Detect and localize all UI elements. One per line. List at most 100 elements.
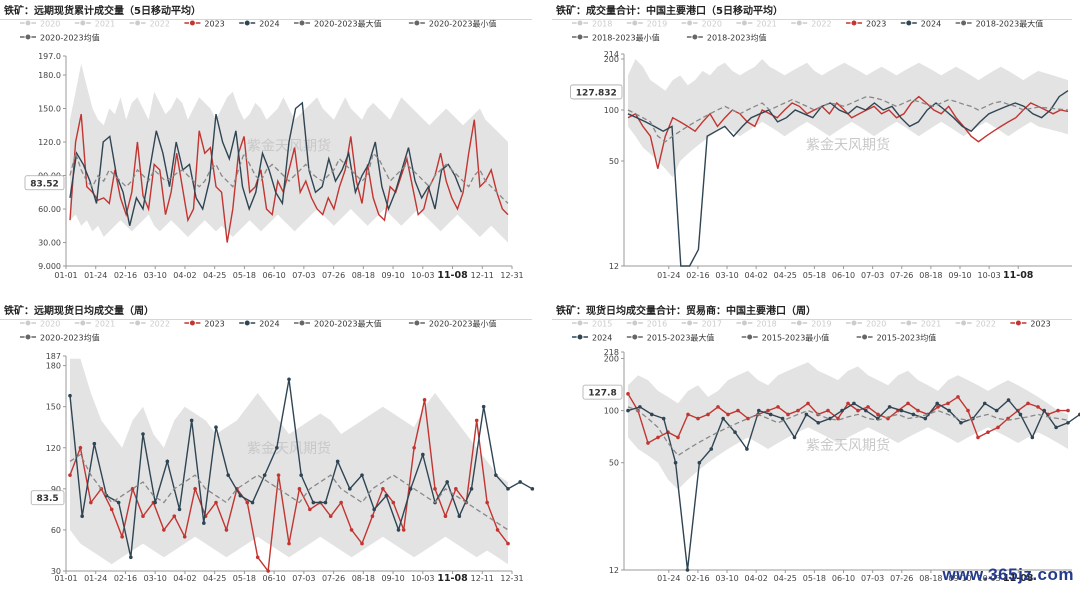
data-point: [996, 425, 1000, 430]
data-point: [716, 405, 720, 409]
legend-item[interactable]: 2024: [900, 19, 941, 29]
data-point: [360, 541, 364, 546]
legend-item[interactable]: 2020: [20, 19, 60, 29]
legend-item[interactable]: 2024: [239, 319, 280, 329]
data-point: [686, 412, 690, 417]
x-tick-label: 01-24: [657, 574, 680, 583]
legend-item[interactable]: 2021: [74, 319, 115, 329]
data-point: [656, 435, 660, 440]
legend-item[interactable]: 2019: [791, 319, 832, 329]
series-line-mean: [69, 453, 509, 531]
legend-item[interactable]: 2023: [184, 319, 225, 329]
legend-item[interactable]: 2022: [791, 19, 832, 29]
legend-item[interactable]: 2020-2023最小值: [408, 319, 497, 329]
data-point: [89, 500, 93, 505]
y-tick-label: 150.0: [38, 105, 61, 114]
legend-item[interactable]: 2020: [20, 319, 60, 329]
legend-item[interactable]: 2021: [74, 19, 115, 29]
legend-item[interactable]: 2018-2023最小值: [572, 33, 660, 43]
x-tick-label: 06-10: [263, 574, 286, 583]
legend-item[interactable]: 2018-2023均值: [686, 33, 767, 43]
chart-svg: 2015 2016 2017 2018 2019 2020 2021 2022 2023 2024…: [572, 319, 1080, 584]
legend-item[interactable]: 2022: [955, 319, 996, 329]
legend-item[interactable]: 2023: [1010, 319, 1051, 329]
data-point: [299, 473, 303, 477]
legend-item[interactable]: 2024: [239, 19, 280, 29]
data-point: [935, 401, 939, 406]
legend-item[interactable]: 2018: [572, 19, 612, 29]
legend-label: 2020-2023最大值: [314, 19, 382, 29]
data-point: [736, 408, 740, 413]
legend-label: 2021: [95, 20, 115, 29]
legend-item[interactable]: 2023: [846, 19, 886, 29]
data-point: [706, 412, 710, 417]
legend-dot: [24, 33, 32, 41]
x-tick-label: 05-18: [803, 574, 826, 583]
data-point: [966, 408, 970, 413]
x-tick-label: 05-18: [803, 271, 826, 280]
chart-title: 铁矿：远期现货累计成交量（5日移动平均）: [4, 6, 201, 17]
data-point: [311, 500, 316, 505]
data-point: [276, 473, 281, 477]
legend-label: 2023: [1030, 320, 1050, 329]
legend-item[interactable]: 2020-2023最大值: [294, 19, 382, 29]
legend-dot: [795, 19, 803, 27]
legend-item[interactable]: 2020-2023均值: [20, 33, 100, 43]
legend-dot: [960, 319, 968, 327]
data-point: [780, 416, 785, 421]
legend-label: 2018: [756, 320, 776, 329]
legend-item[interactable]: 2021: [736, 19, 777, 29]
title-divider: [0, 319, 532, 320]
legend-item[interactable]: 2022: [129, 19, 170, 29]
data-point: [733, 430, 737, 435]
y-tick-label: 200: [604, 55, 619, 64]
legend-item[interactable]: 2020: [846, 319, 886, 329]
legend-label: 2020-2023均值: [40, 333, 100, 343]
legend-label: 2020-2023均值: [40, 33, 100, 43]
x-tick-label: 08-18: [919, 574, 942, 583]
data-point: [238, 493, 243, 498]
data-point: [323, 500, 328, 505]
y-pointer-value: 127.832: [576, 88, 617, 98]
data-point: [422, 398, 427, 402]
legend-item[interactable]: 2015-2023最大值: [626, 333, 715, 343]
data-point: [661, 416, 666, 421]
data-point: [840, 408, 844, 413]
data-point: [673, 460, 678, 465]
legend-item[interactable]: 2020: [681, 19, 722, 29]
legend-item[interactable]: 2021: [900, 319, 941, 329]
y-tick-label: 9.000: [38, 262, 61, 271]
legend-item[interactable]: 2020-2023最大值: [294, 319, 382, 329]
legend-item[interactable]: 2024: [572, 333, 612, 343]
legend-item[interactable]: 2020-2023均值: [20, 333, 100, 343]
y-pointer-label: 127.832: [570, 84, 623, 100]
legend-item[interactable]: 2023: [184, 19, 225, 29]
legend-dot: [1014, 319, 1022, 327]
legend-item[interactable]: 2015-2023均值: [856, 333, 937, 343]
data-point: [852, 401, 856, 406]
data-point: [287, 541, 291, 546]
legend-item[interactable]: 2015-2023最小值: [741, 333, 830, 343]
data-point: [348, 487, 352, 491]
legend-item[interactable]: 2017: [681, 319, 722, 329]
legend-item[interactable]: 2022: [129, 319, 170, 329]
x-tick-label: 11-08: [437, 573, 468, 584]
data-point: [381, 487, 385, 491]
legend-dot: [576, 19, 584, 27]
data-point: [224, 528, 229, 532]
legend-item[interactable]: 2018: [736, 319, 777, 329]
data-point: [68, 473, 72, 477]
legend-label: 2023: [866, 20, 886, 29]
legend-item[interactable]: 2016: [626, 319, 667, 329]
legend-item[interactable]: 2020-2023最小值: [408, 19, 497, 29]
x-tick-label: 01-24: [84, 574, 107, 583]
data-point: [856, 408, 860, 413]
legend-item[interactable]: 2018-2023最大值: [955, 19, 1044, 29]
data-point: [1066, 421, 1070, 425]
x-tick-label: 04-02: [173, 574, 196, 583]
legend-item[interactable]: 2019: [626, 19, 667, 29]
x-tick-label: 10-03: [977, 574, 1000, 583]
data-point: [1036, 405, 1040, 409]
x-tick-label: 09-10: [381, 574, 404, 583]
legend-item[interactable]: 2015: [572, 319, 612, 329]
